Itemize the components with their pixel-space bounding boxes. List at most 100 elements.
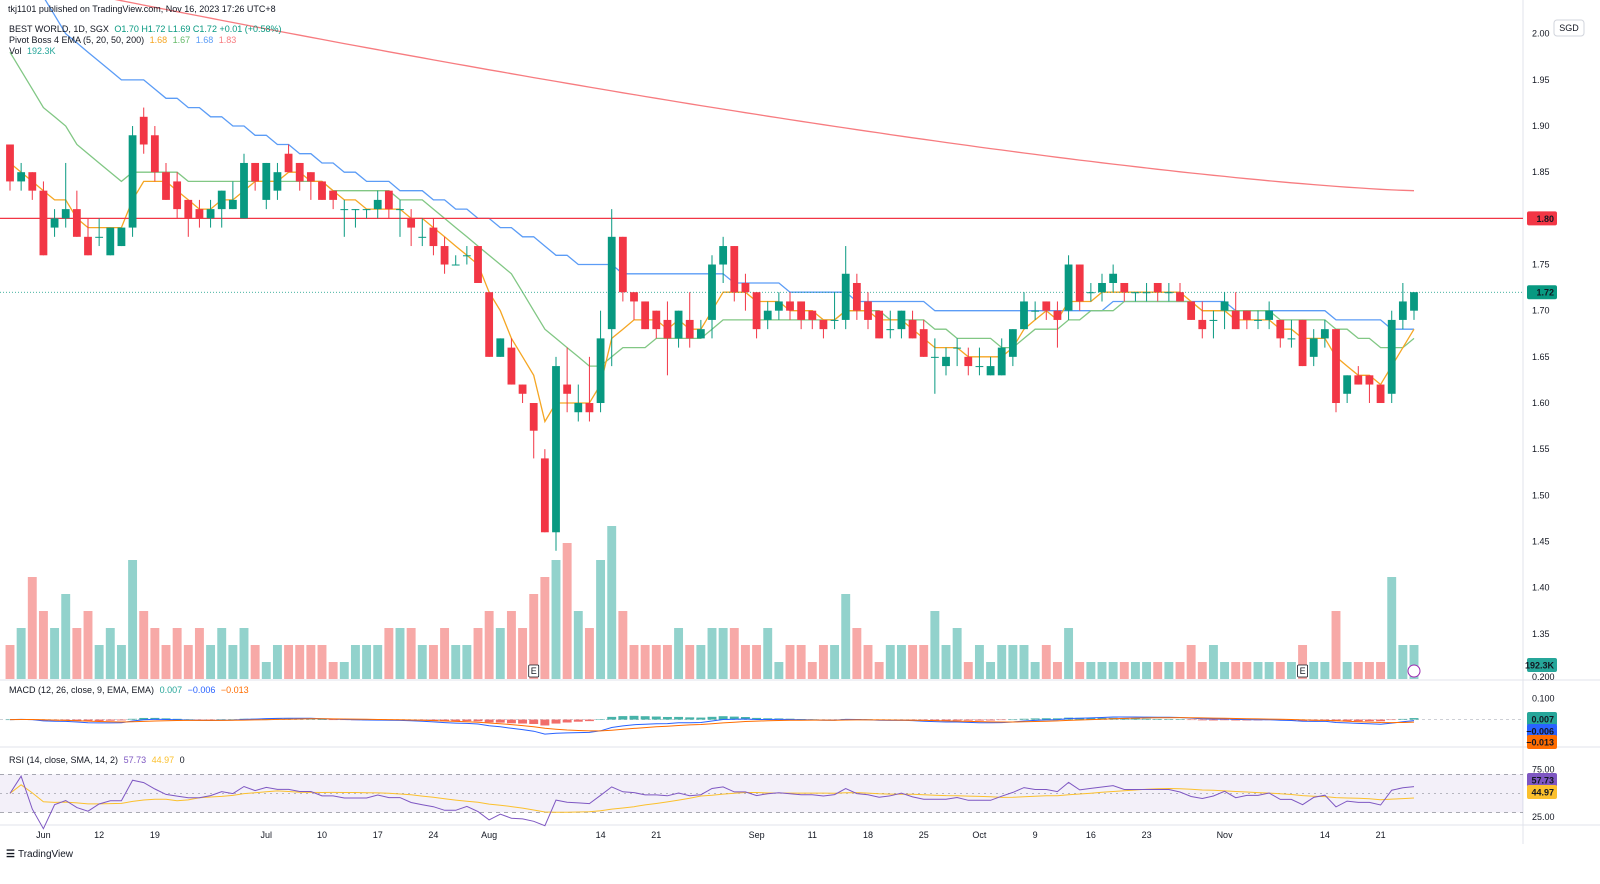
volume-bar	[1108, 662, 1118, 679]
volume-bar	[785, 645, 795, 679]
candle-body	[730, 246, 739, 293]
rsi-value: 57.73	[123, 755, 147, 765]
macd-histogram-bar	[1342, 719, 1352, 722]
volume-bar	[284, 645, 294, 679]
macd-histogram-bar	[328, 719, 338, 721]
macd-histogram-bar	[1376, 719, 1386, 722]
volume-bar	[584, 628, 594, 679]
macd-histogram-bar	[1041, 718, 1051, 720]
volume-bar	[362, 645, 372, 679]
candle-body	[752, 292, 761, 330]
candle-body	[1254, 319, 1262, 321]
volume-bar	[306, 645, 316, 679]
volume-bar	[1175, 662, 1185, 679]
candle-body	[808, 310, 817, 320]
volume-bar	[1275, 662, 1285, 679]
volume-bar	[1220, 662, 1230, 679]
volume-bar	[986, 662, 996, 679]
candle-body	[1153, 282, 1162, 293]
currency-badge[interactable]	[1553, 19, 1585, 37]
macd-histogram-bar	[651, 716, 661, 720]
tradingview-logo[interactable]: ☰ TradingView	[6, 849, 76, 860]
volume-bar	[61, 594, 71, 679]
volume-bar	[596, 560, 606, 679]
volume-bar	[194, 628, 204, 679]
currency-label: SGD	[1559, 23, 1579, 33]
symbol-name[interactable]: BEST WORLD, 1D, SGX	[9, 24, 109, 34]
rsi-sma-line	[9, 784, 1415, 813]
x-tick-label: 12	[94, 830, 104, 840]
candle-body	[518, 384, 527, 394]
volume-bar	[128, 560, 138, 679]
candle-body	[529, 403, 538, 431]
volume-bar	[818, 645, 828, 679]
lightning-marker-icon	[1407, 664, 1421, 678]
candle-body	[429, 227, 438, 247]
volume-bar	[1376, 662, 1386, 679]
candle-body	[919, 329, 928, 357]
price-tick-label: 1.40	[1532, 583, 1550, 593]
macd-histogram-bar	[674, 716, 684, 720]
volume-badge: 192.3K	[1525, 661, 1555, 671]
x-tick-label: Nov	[1217, 830, 1234, 840]
macd-histogram-bar	[1231, 719, 1241, 721]
macd-histogram-bar	[573, 719, 583, 722]
candle-body	[596, 338, 605, 404]
volume-bar	[38, 611, 48, 679]
candle-body	[384, 190, 393, 210]
rsi-sma-value: 44.97	[151, 755, 175, 765]
candle-body	[897, 310, 906, 330]
volume-legend[interactable]: Vol 192.3K	[9, 46, 59, 57]
macd-histogram-bar	[228, 719, 238, 720]
volume-bar	[1398, 645, 1408, 679]
volume-bar	[328, 662, 338, 679]
candle-body	[1387, 319, 1396, 394]
volume-bar	[261, 662, 271, 679]
macd-histogram-bar	[183, 719, 193, 720]
x-tick-label: 21	[1376, 830, 1386, 840]
volume-bar	[1130, 662, 1140, 679]
macd-histogram-bar	[618, 716, 628, 720]
macd-histogram-bar	[551, 719, 561, 724]
rsi-tick-label: 25.00	[1532, 812, 1555, 822]
macd-histogram-bar	[1398, 718, 1408, 720]
volume-bar	[841, 594, 851, 679]
volume-bar	[1298, 645, 1308, 679]
candle-body	[708, 264, 716, 320]
volume-bar	[161, 645, 171, 679]
candle-body	[1053, 310, 1062, 320]
volume-bar	[228, 645, 238, 679]
rsi-legend[interactable]: RSI (14, close, SMA, 14, 2) 57.73 44.97 …	[9, 755, 188, 766]
candle-body	[240, 162, 248, 219]
macd-histogram-bar	[986, 719, 996, 721]
candle-body	[128, 135, 137, 228]
candle-body	[162, 172, 170, 200]
rsi-badge-bg	[1527, 773, 1557, 787]
volume-bar	[417, 645, 427, 679]
volume-bar	[774, 662, 784, 679]
macd-histogram-bar	[317, 719, 327, 720]
volume-bar	[440, 628, 450, 679]
macd-histogram-bar	[1164, 719, 1174, 720]
macd-histogram-bar	[1208, 719, 1218, 721]
macd-histogram-bar	[1130, 718, 1140, 720]
macd-line-badge-bg	[1527, 724, 1557, 738]
macd-legend[interactable]: MACD (12, 26, close, 9, EMA, EMA) 0.007 …	[9, 685, 252, 696]
price-tick-label: 1.60	[1532, 398, 1550, 408]
macd-histogram-bar	[740, 717, 750, 720]
macd-histogram-bar	[1086, 717, 1096, 720]
macd-histogram-bar	[1175, 719, 1185, 720]
candle-body	[195, 209, 204, 219]
macd-histogram-bar	[707, 716, 717, 720]
candle-body	[1086, 292, 1095, 294]
candle-body	[39, 190, 48, 256]
volume-bar	[1342, 662, 1352, 679]
volume-bar	[406, 628, 416, 679]
resistance-price-badge: 1.80	[1536, 214, 1554, 224]
volume-bar	[941, 645, 951, 679]
ema-legend[interactable]: Pivot Boss 4 EMA (5, 20, 50, 200) 1.68 1…	[9, 35, 239, 46]
macd-histogram-bar	[484, 719, 494, 723]
price-tick-label: 1.45	[1532, 537, 1550, 547]
rsi-line	[9, 775, 1415, 830]
